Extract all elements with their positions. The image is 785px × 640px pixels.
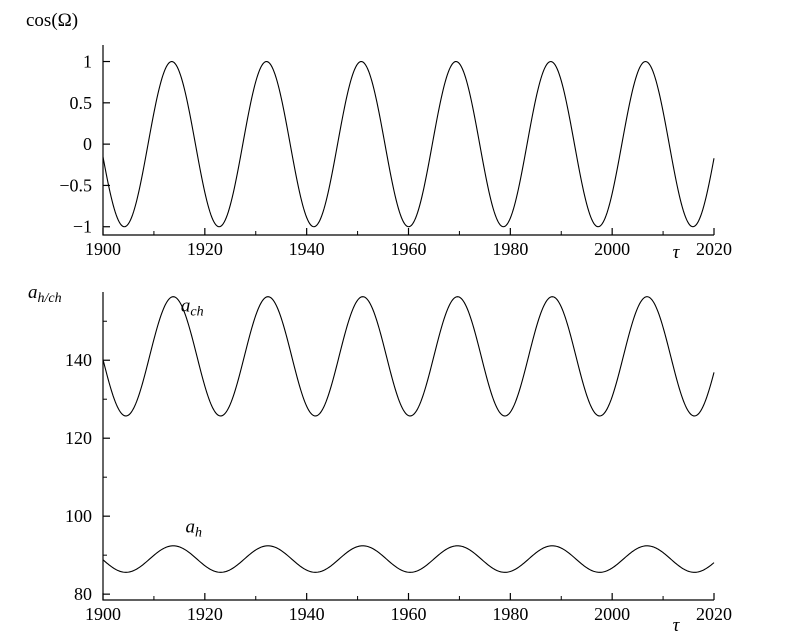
y-tick-label: 100: [65, 506, 92, 526]
x-tick-label: 1980: [492, 604, 528, 624]
y-tick-label: 0.5: [70, 93, 93, 113]
y-axis-label: ah/ch: [28, 282, 62, 306]
y-tick-label: 120: [65, 428, 92, 448]
x-tick-label: 2000: [594, 604, 630, 624]
x-tick-label: 2000: [594, 239, 630, 259]
y-tick-label: 1: [83, 52, 92, 72]
x-tick-label: 1940: [289, 239, 325, 259]
x-tick-label: 1980: [492, 239, 528, 259]
series-curve-a-ch: [102, 296, 715, 417]
x-tick-label: 1960: [391, 604, 427, 624]
x-tick-label: 1940: [289, 604, 325, 624]
x-axis-label: τ: [673, 242, 681, 263]
axis-lines: [102, 292, 714, 601]
x-tick-label: 1920: [187, 239, 223, 259]
x-tick-label: 2020: [696, 604, 732, 624]
top-chart-cos-omega: 1900 1920 1940 1960 1980 2000 2020 1 0.5 0 −0.5 −1 c…: [26, 10, 732, 263]
y-tick-label: −0.5: [59, 175, 92, 195]
y-tick-label: 80: [74, 584, 92, 604]
x-tick-label: 1900: [85, 239, 121, 259]
x-tick-label: 1920: [187, 604, 223, 624]
x-tick-label: 1960: [391, 239, 427, 259]
x-tick-label: 1900: [85, 604, 121, 624]
y-tick-label: 0: [83, 134, 92, 154]
series-curve-a-h: [102, 545, 715, 573]
y-axis-label: cos(Ω): [26, 10, 78, 31]
series-curve-cos-omega: [102, 60, 715, 228]
series-label-a-h: ah: [186, 517, 203, 541]
x-axis-label: τ: [673, 615, 681, 636]
bottom-chart-tide-amplitudes: 1900 1920 1940 1960 1980 2000 2020 80 100 120 140 a…: [28, 282, 732, 636]
series-label-a-ch: ach: [181, 296, 204, 320]
x-tick-label: 2020: [696, 239, 732, 259]
y-tick-label: 140: [65, 350, 92, 370]
y-tick-label: −1: [73, 217, 92, 237]
